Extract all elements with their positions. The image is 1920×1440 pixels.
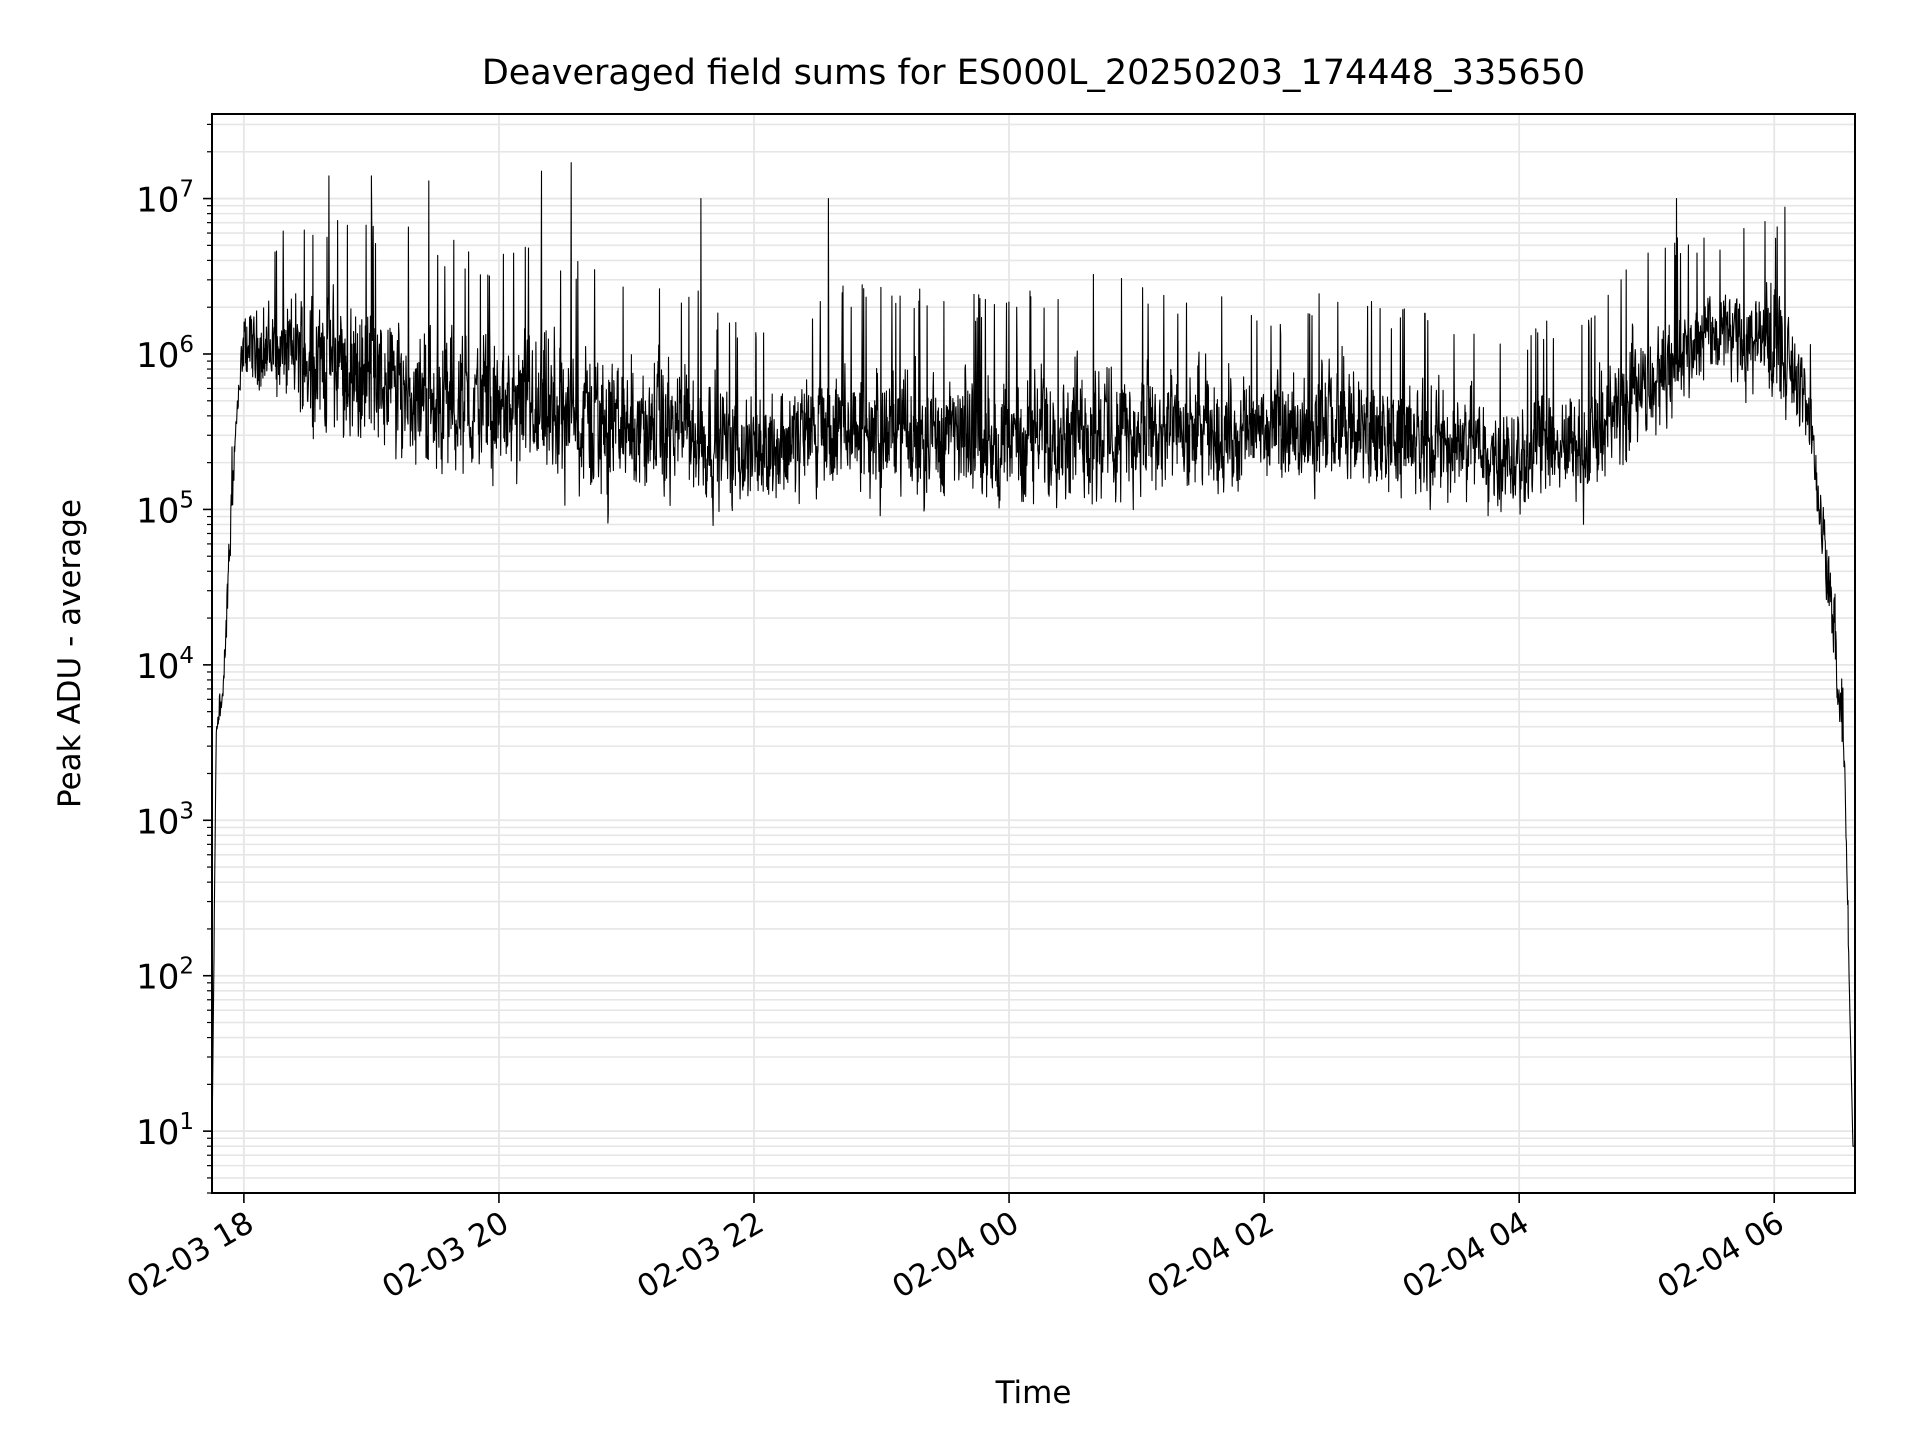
y-axis: 101 102 103 104 105 106 107: [136, 123, 212, 1194]
x-axis: 02-03 18 02-03 20 02-03 22 02-04 00 02-04 02…: [121, 1193, 1790, 1306]
x-tick-label: 02-04 06: [1652, 1205, 1791, 1306]
y-tick-label: 106: [136, 332, 194, 376]
y-tick-label: 107: [136, 177, 194, 221]
x-tick-label: 02-03 18: [121, 1205, 260, 1306]
x-tick-label: 02-04 04: [1396, 1205, 1535, 1306]
x-tick-label: 02-04 02: [1141, 1205, 1280, 1306]
grid-lines: [212, 114, 1855, 1194]
y-tick-label: 103: [136, 798, 194, 842]
y-tick-label: 102: [136, 954, 194, 998]
x-tick-label: 02-03 20: [376, 1205, 515, 1306]
y-tick-label: 105: [136, 487, 194, 531]
chart-title: Deaveraged field sums for ES000L_2025020…: [482, 53, 1585, 93]
x-axis-label: Time: [995, 1375, 1072, 1411]
plot-frame: [211, 113, 1856, 1194]
x-tick-label: 02-03 22: [631, 1205, 770, 1306]
series-line-peak-adu: [211, 162, 1856, 1147]
y-axis-label: Peak ADU - average: [52, 499, 88, 808]
y-tick-label: 104: [136, 643, 194, 687]
y-tick-label: 101: [136, 1109, 194, 1153]
x-tick-label: 02-04 00: [886, 1205, 1025, 1306]
series-group: [211, 162, 1856, 1147]
